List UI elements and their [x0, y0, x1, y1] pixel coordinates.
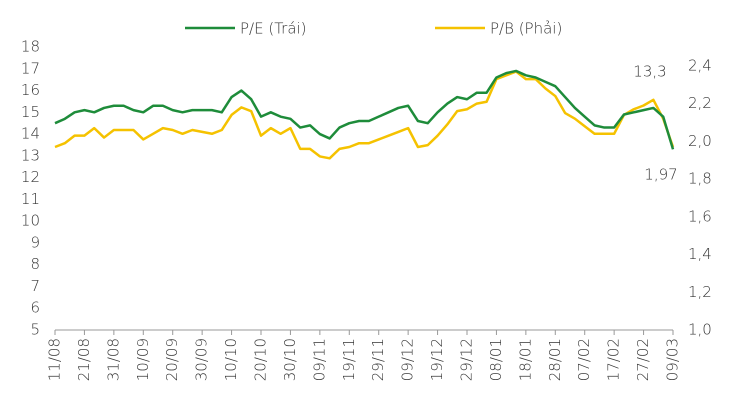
x-tick-label: 30/09 — [193, 338, 211, 381]
y2-tick-label: 1,4 — [688, 245, 712, 263]
x-tick-label: 19/11 — [340, 338, 358, 381]
y-tick-label: 7 — [30, 277, 40, 295]
x-tick-label: 19/12 — [428, 338, 446, 381]
y-tick-label: 16 — [21, 81, 40, 99]
y-tick-label: 11 — [21, 190, 40, 208]
x-tick-label: 21/08 — [75, 338, 93, 381]
x-tick-label: 29/11 — [369, 338, 387, 381]
x-tick-label: 10/10 — [222, 338, 240, 381]
y-tick-label: 12 — [21, 168, 40, 186]
x-tick-label: 09/11 — [310, 338, 328, 381]
x-tick-label: 28/01 — [546, 338, 564, 381]
y2-tick-label: 1,6 — [688, 207, 712, 225]
x-tick-label: 20/10 — [252, 338, 270, 381]
y2-tick-label: 1,0 — [688, 321, 712, 339]
y-tick-label: 9 — [30, 233, 40, 251]
annotation: 13,3 — [633, 63, 666, 81]
y-tick-label: 14 — [21, 125, 40, 143]
legend-label: P/E (Trái) — [240, 20, 307, 38]
y2-tick-label: 1,8 — [688, 170, 712, 188]
legend-label: P/B (Phải) — [490, 20, 562, 38]
x-tick-label: 29/12 — [458, 338, 476, 381]
y-tick-label: 10 — [21, 212, 40, 230]
y2-tick-label: 2,2 — [688, 94, 712, 112]
x-tick-label: 20/09 — [163, 338, 181, 381]
x-tick-label: 07/02 — [575, 338, 593, 381]
x-tick-label: 31/08 — [104, 338, 122, 381]
y-tick-label: 18 — [21, 38, 40, 56]
x-tick-label: 10/09 — [134, 338, 152, 381]
y-tick-label: 5 — [30, 321, 40, 339]
series-line — [54, 70, 675, 160]
y-tick-label: 13 — [21, 146, 40, 164]
y-tick-label: 17 — [21, 59, 40, 77]
x-tick-label: 17/02 — [605, 338, 623, 381]
x-tick-label: 08/01 — [487, 338, 505, 381]
y-tick-label: 15 — [21, 103, 40, 121]
y-tick-label: 6 — [30, 299, 40, 317]
x-tick-label: 27/02 — [634, 338, 652, 381]
y2-tick-label: 2,4 — [688, 56, 712, 74]
y2-tick-label: 1,2 — [688, 283, 712, 301]
annotation: 1,97 — [644, 166, 677, 184]
y-tick-label: 8 — [30, 255, 40, 273]
x-tick-label: 11/08 — [46, 338, 64, 381]
x-tick-label: 30/10 — [281, 338, 299, 381]
x-tick-label: 09/03 — [664, 338, 682, 381]
x-tick-label: 18/01 — [516, 338, 534, 381]
series-line — [54, 69, 675, 150]
y2-tick-label: 2,0 — [688, 132, 712, 150]
x-tick-label: 09/12 — [399, 338, 417, 381]
